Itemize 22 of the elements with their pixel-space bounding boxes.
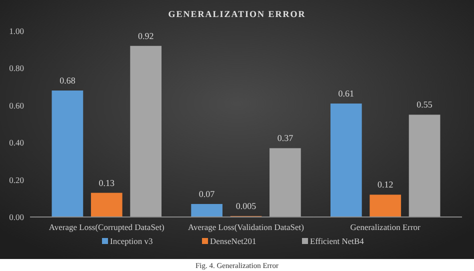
x-tick-label: Generalization Error [350,222,421,232]
data-label: 0.61 [338,88,354,99]
data-label: 0.68 [60,76,76,86]
y-tick-label: 0.20 [9,174,24,185]
legend-label: DenseNet201 [210,236,256,246]
data-label: 0.37 [277,133,294,144]
data-label: 0.12 [377,180,394,190]
legend-label: Inception v3 [110,236,153,246]
y-tick-label: 0.40 [9,138,24,148]
x-tick-label: Average Loss(Validation DataSet) [188,222,304,232]
y-tick-label: 0.60 [9,100,24,110]
legend-label: Efficient NetB4 [310,236,365,246]
data-label: 0.005 [236,201,257,212]
y-tick-label: 0.80 [9,63,24,74]
y-tick-label: 1.00 [9,26,24,36]
data-label: 0.92 [138,30,154,41]
data-label: 0.07 [198,188,216,199]
data-label: 0.13 [98,178,116,188]
data-label: 0.55 [416,100,433,110]
chart-title: GENERALIZATION ERROR [168,9,306,19]
y-tick-label: 0.00 [9,212,24,222]
x-tick-label: Average Loss(Corrupted DataSet) [48,222,165,232]
